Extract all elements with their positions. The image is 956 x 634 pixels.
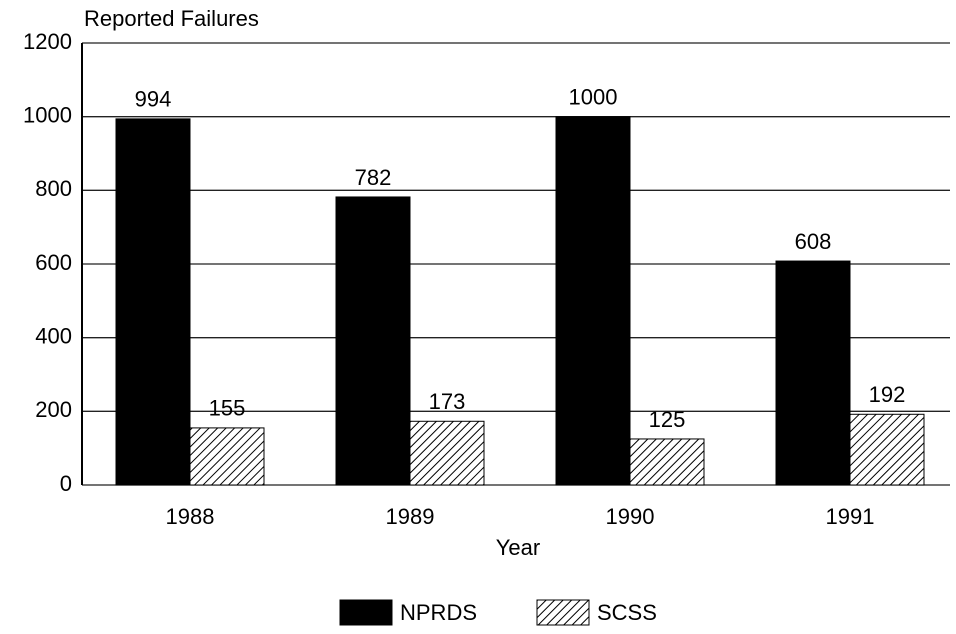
y-tick-label: 1000 — [23, 102, 72, 127]
x-axis-label: Year — [496, 535, 540, 560]
x-tick-label: 1989 — [386, 504, 435, 529]
legend-swatch — [536, 599, 590, 626]
legend-label: SCSS — [597, 600, 657, 625]
data-label: 155 — [209, 396, 246, 421]
y-tick-label: 400 — [35, 323, 72, 348]
x-tick-label: 1991 — [826, 504, 875, 529]
legend-label: NPRDS — [400, 600, 477, 625]
data-label: 125 — [649, 407, 686, 432]
data-label: 1000 — [569, 84, 618, 109]
legend-swatch — [339, 599, 393, 626]
bar — [335, 196, 411, 486]
x-tick-label: 1988 — [166, 504, 215, 529]
chart-title: Reported Failures — [84, 6, 259, 31]
bar — [115, 118, 191, 486]
data-label: 782 — [355, 165, 392, 190]
data-label: 608 — [795, 229, 832, 254]
x-tick-label: 1990 — [606, 504, 655, 529]
y-tick-label: 1200 — [23, 29, 72, 54]
bar — [775, 260, 851, 486]
bar — [849, 413, 925, 486]
data-label: 192 — [869, 382, 906, 407]
bar — [629, 438, 705, 486]
data-label: 173 — [429, 389, 466, 414]
bar — [189, 427, 265, 486]
y-tick-label: 0 — [60, 471, 72, 496]
y-tick-label: 800 — [35, 176, 72, 201]
y-tick-label: 600 — [35, 250, 72, 275]
y-tick-label: 200 — [35, 397, 72, 422]
bar — [409, 420, 485, 486]
bar — [555, 116, 631, 486]
data-label: 994 — [135, 87, 172, 112]
